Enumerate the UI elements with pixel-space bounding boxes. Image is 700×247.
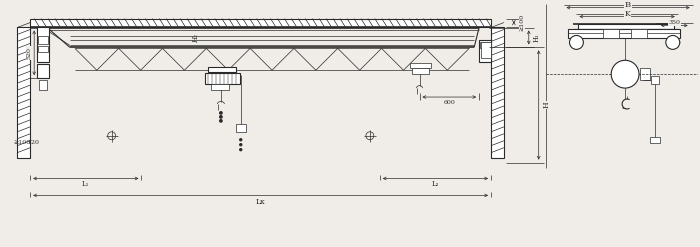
Bar: [480, 42, 490, 48]
Bar: [37, 64, 49, 78]
Bar: [208, 67, 236, 72]
Circle shape: [240, 149, 241, 151]
Text: H: H: [542, 102, 551, 108]
Text: L₁: L₁: [82, 180, 90, 188]
Text: L₂: L₂: [432, 180, 439, 188]
Bar: [578, 23, 674, 28]
Bar: [205, 73, 240, 84]
Bar: [211, 84, 229, 90]
Circle shape: [240, 144, 241, 146]
Bar: [651, 76, 659, 84]
Bar: [38, 37, 48, 44]
Bar: [568, 28, 680, 39]
Bar: [39, 80, 47, 90]
Circle shape: [220, 116, 222, 118]
Text: 350: 350: [668, 20, 680, 25]
Circle shape: [220, 120, 222, 122]
Text: 520: 520: [27, 47, 31, 59]
Bar: [236, 124, 246, 132]
Text: Lᴋ: Lᴋ: [256, 198, 265, 206]
Bar: [479, 41, 491, 62]
Bar: [410, 63, 431, 68]
Bar: [38, 46, 48, 52]
Bar: [603, 28, 619, 39]
Bar: [30, 19, 491, 26]
Circle shape: [666, 36, 680, 49]
Bar: [650, 137, 660, 143]
Text: K: K: [624, 10, 630, 18]
Text: B: B: [625, 1, 631, 9]
Text: 600: 600: [443, 101, 455, 105]
Text: H₁: H₁: [533, 33, 540, 42]
Bar: [37, 26, 49, 62]
Bar: [412, 68, 430, 74]
Bar: [491, 26, 504, 158]
Bar: [631, 28, 647, 39]
Bar: [18, 26, 30, 158]
Text: 120: 120: [27, 140, 39, 145]
Circle shape: [611, 60, 639, 88]
Text: ≥100: ≥100: [13, 140, 31, 145]
Bar: [481, 42, 491, 58]
Text: ≥100: ≥100: [519, 14, 524, 31]
Text: H₂: H₂: [192, 34, 200, 43]
Bar: [640, 68, 650, 80]
Circle shape: [570, 36, 583, 49]
Circle shape: [220, 112, 222, 114]
Circle shape: [240, 139, 241, 141]
